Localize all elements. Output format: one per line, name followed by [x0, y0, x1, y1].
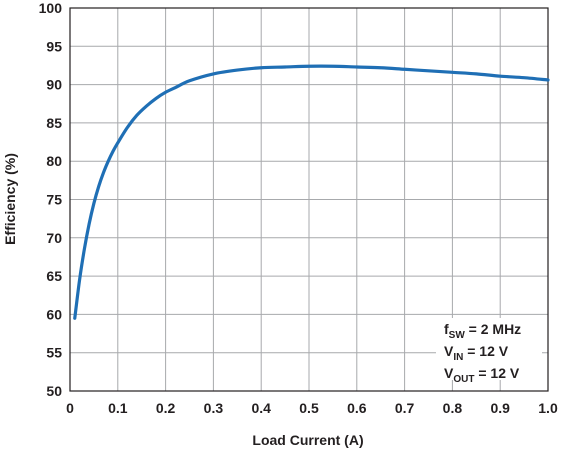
x-tick-label: 0 [66, 400, 74, 416]
plot-frame [69, 7, 549, 392]
annotation-line: VIN = 12 V [444, 343, 509, 363]
y-tick-label: 55 [46, 345, 62, 361]
y-tick-label: 75 [46, 192, 62, 208]
y-tick-label: 80 [46, 153, 62, 169]
x-tick-label: 1.0 [538, 400, 558, 416]
x-tick-label: 0.9 [490, 400, 510, 416]
x-tick-labels: 0 0.1 0.2 0.3 0.4 0.5 0.6 0.7 0.8 0.9 1.0 [66, 400, 558, 416]
x-tick-label: 0.4 [251, 400, 271, 416]
annotation-line: fSW = 2 MHz [444, 321, 521, 341]
grid [70, 8, 548, 391]
x-axis-title: Load Current (A) [252, 432, 363, 448]
y-axis-title: Efficiency (%) [2, 153, 18, 245]
annotation-subscript: IN [453, 352, 463, 363]
annotation-symbol: V [444, 343, 454, 359]
y-tick-label: 60 [46, 306, 62, 322]
annotation-subscript: SW [449, 330, 466, 341]
x-tick-label: 0.3 [204, 400, 224, 416]
y-tick-label: 65 [46, 268, 62, 284]
annotation-line: VOUT = 12 V [444, 365, 520, 385]
x-tick-label: 0.6 [347, 400, 367, 416]
annotation-symbol: V [444, 365, 454, 381]
annotation-subscript: OUT [453, 374, 474, 385]
x-tick-label: 0.7 [395, 400, 415, 416]
annotation-value: = 12 V [463, 343, 508, 359]
plot-border [69, 7, 549, 392]
series-layer [73, 64, 550, 320]
y-tick-label: 70 [46, 230, 62, 246]
y-tick-label: 85 [46, 115, 62, 131]
y-tick-label: 50 [46, 383, 62, 399]
annotation-symbol: f [444, 321, 449, 337]
annotation-value: = 2 MHz [465, 321, 521, 337]
y-tick-label: 90 [46, 77, 62, 93]
y-tick-labels: 50 55 60 65 70 75 80 85 90 95 100 [39, 0, 63, 399]
x-tick-label: 0.1 [108, 400, 128, 416]
y-tick-label: 100 [39, 0, 63, 16]
x-tick-label: 0.5 [299, 400, 319, 416]
annotation-value: = 12 V [474, 365, 519, 381]
x-tick-label: 0.2 [156, 400, 176, 416]
annotation-background [436, 318, 542, 380]
efficiency-series-line [73, 64, 550, 320]
y-tick-label: 95 [46, 38, 62, 54]
x-tick-label: 0.8 [443, 400, 463, 416]
annotation-box [436, 318, 542, 380]
